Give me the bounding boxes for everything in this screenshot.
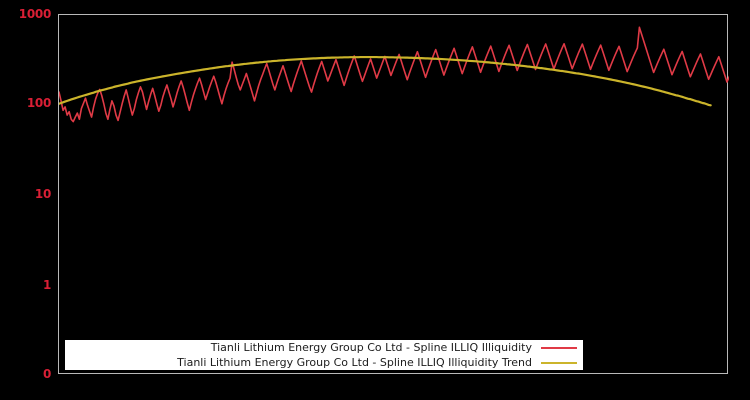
series-canvas [59, 26, 729, 123]
legend-swatch-series-icon [541, 346, 577, 349]
y-axis-tick-100: 100 [26, 96, 51, 110]
y-axis-tick-10: 10 [34, 187, 51, 201]
y-axis-tick-1000: 1000 [18, 7, 52, 21]
legend-swatch-trend-icon [541, 361, 577, 364]
plot-area [58, 14, 729, 374]
illiquidity-trend-line [59, 55, 712, 107]
illiquidity-series-line [59, 26, 729, 123]
y-axis-tick-1: 1 [42, 278, 51, 292]
legend: Tianli Lithium Energy Group Co Ltd - Spl… [65, 340, 583, 370]
legend-item-series: Tianli Lithium Energy Group Co Ltd - Spl… [65, 340, 583, 355]
legend-item-trend: Tianli Lithium Energy Group Co Ltd - Spl… [65, 355, 583, 370]
legend-label-series: Tianli Lithium Energy Group Co Ltd - Spl… [210, 341, 532, 354]
y-axis-tick-0: 0 [42, 367, 51, 381]
legend-label-trend: Tianli Lithium Energy Group Co Ltd - Spl… [177, 356, 532, 369]
